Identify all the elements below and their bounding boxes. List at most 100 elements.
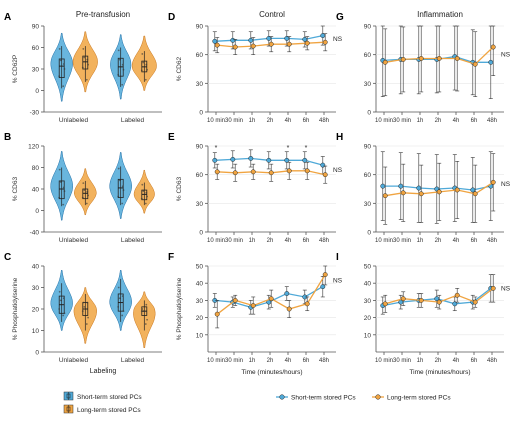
iqr-box [58, 180, 65, 200]
x-tick-label: 1h [249, 238, 256, 244]
data-point [472, 191, 478, 197]
data-point [490, 179, 496, 185]
data-point [146, 195, 149, 198]
data-point [81, 66, 84, 69]
x-tick-label: 30 min [393, 238, 411, 244]
data-point [250, 303, 256, 309]
x-tick-label: 1h [249, 358, 256, 364]
y-tick-label: 90 [364, 24, 372, 31]
y-tick-label: -30 [30, 110, 40, 117]
y-tick-label: 60 [32, 45, 40, 52]
data-point [382, 59, 388, 65]
y-tick-label: 30 [364, 201, 372, 208]
y-axis-label: % CD62 [176, 57, 183, 82]
data-point [286, 168, 292, 174]
iqr-box [82, 55, 89, 70]
ns-label: NS [501, 181, 511, 188]
data-point [117, 167, 120, 170]
x-tick-label: 30 min [393, 358, 411, 364]
iqr-box [117, 178, 124, 198]
data-point [141, 183, 144, 186]
data-point [58, 48, 61, 50]
significance-star: * [287, 145, 290, 152]
data-point [248, 37, 254, 43]
legend-label: Short-term stored PCs [291, 395, 356, 402]
data-point [142, 190, 145, 193]
data-point [436, 189, 442, 195]
panel-title: Pre-transfusion [76, 10, 130, 19]
data-point [214, 42, 220, 48]
x-tick-label: Unlabeled [59, 357, 89, 364]
data-point [146, 318, 149, 321]
ns-label: NS [333, 167, 343, 174]
x-tick-label: 10 min [375, 118, 393, 124]
data-point [82, 301, 85, 304]
data-point [286, 41, 292, 47]
y-tick-label: 60 [364, 52, 372, 59]
data-point [87, 63, 89, 66]
x-tick-label: 10 min [207, 358, 225, 364]
x-tick-label: 48h [319, 238, 329, 244]
data-point [58, 196, 61, 199]
y-tick-label: 60 [196, 52, 204, 59]
data-point [118, 179, 121, 182]
data-point [85, 202, 88, 205]
data-point [121, 295, 124, 297]
y-tick-label: 0 [199, 230, 203, 237]
data-point [452, 301, 458, 307]
x-tick-label: 48h [319, 358, 329, 364]
x-tick-label: 10 min [207, 118, 225, 124]
x-tick-label: Labeled [121, 357, 145, 364]
y-tick-label: 50 [364, 264, 372, 271]
data-point [230, 156, 236, 162]
y-tick-label: 0 [367, 230, 371, 237]
data-point [85, 323, 88, 325]
data-point [490, 285, 496, 291]
data-point [146, 68, 149, 71]
data-point [82, 48, 85, 50]
x-tick-label: 10 min [375, 238, 393, 244]
iqr-box [141, 189, 148, 201]
ns-label: NS [333, 278, 343, 285]
panel-title: Inflammation [417, 10, 463, 19]
data-point [86, 301, 89, 304]
data-point [250, 169, 256, 175]
data-point [58, 75, 61, 78]
significance-star: * [215, 145, 218, 152]
panel-letter: H [336, 132, 343, 143]
data-point [304, 301, 310, 307]
y-tick-label: 10 [364, 332, 372, 339]
data-point [122, 189, 125, 191]
x-tick-label: 30 min [393, 118, 411, 124]
y-tick-label: 0 [35, 350, 39, 357]
x-tick-label: 30 min [225, 118, 243, 124]
y-tick-label: -40 [30, 230, 40, 237]
data-point [322, 39, 328, 45]
y-tick-label: 0 [199, 110, 203, 117]
data-point [248, 155, 254, 161]
panel-letter: I [336, 252, 339, 263]
y-tick-label: 20 [196, 315, 204, 322]
y-tick-label: 30 [32, 67, 40, 74]
data-point [382, 193, 388, 199]
data-point [322, 272, 328, 278]
y-tick-label: 60 [196, 172, 204, 179]
y-tick-label: 40 [32, 187, 40, 194]
panel-letter: A [4, 12, 11, 23]
x-tick-label: Unlabeled [59, 117, 89, 124]
data-point [121, 202, 124, 205]
panel-letter: B [4, 132, 11, 143]
x-tick-label: 1h [417, 118, 424, 124]
data-point [87, 194, 89, 197]
data-point [284, 291, 290, 296]
data-point [212, 157, 218, 163]
data-point [144, 202, 147, 205]
x-tick-label: 6h [303, 118, 310, 124]
data-point [58, 290, 61, 293]
data-point [418, 56, 424, 61]
ns-label: NS [501, 285, 511, 292]
y-tick-label: 0 [35, 208, 39, 215]
data-point [145, 191, 148, 194]
panel-letter: F [168, 252, 174, 263]
